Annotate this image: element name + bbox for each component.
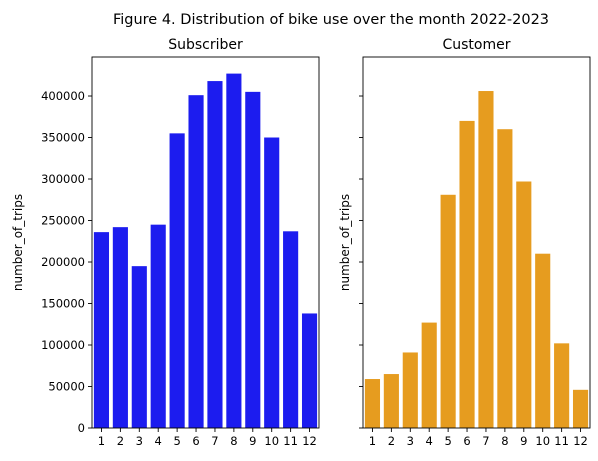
subscriber-bar-7 [207, 81, 223, 428]
customer-xtick-label: 12 [573, 434, 588, 448]
customer-xtick-label: 8 [501, 434, 508, 448]
customer-xtick-label: 6 [463, 434, 470, 448]
customer-bar-8 [497, 129, 513, 428]
customer-xtick-label: 11 [554, 434, 569, 448]
subscriber-xtick-label: 12 [302, 434, 317, 448]
customer-bar-7 [478, 91, 494, 428]
subscriber-bar-1 [93, 232, 110, 428]
customer-title: Customer [442, 37, 510, 53]
subscriber-ytick-label: 200000 [41, 255, 85, 269]
subscriber-ytick-label: 400000 [41, 89, 85, 103]
customer-bar-11 [554, 343, 570, 428]
customer-ylabel: number_of_trips [338, 194, 352, 291]
subscriber-xtick-label: 5 [173, 434, 180, 448]
subscriber-ytick-label: 250000 [41, 214, 85, 228]
customer-xtick-label: 1 [369, 434, 376, 448]
subscriber-bar-11 [283, 231, 299, 428]
customer-xtick-label: 10 [535, 434, 550, 448]
customer-xtick-label: 9 [520, 434, 527, 448]
subscriber-bar-12 [301, 313, 318, 428]
subscriber-xtick-label: 7 [211, 434, 218, 448]
customer-bar-9 [516, 181, 532, 428]
subscriber-xtick-label: 10 [264, 434, 279, 448]
figure-title: Figure 4. Distribution of bike use over … [113, 12, 549, 28]
customer-xtick-label: 3 [407, 434, 414, 448]
subscriber-xtick-label: 2 [117, 434, 124, 448]
subscriber-ytick-label: 350000 [41, 131, 85, 145]
customer-bar-10 [535, 253, 551, 428]
subscriber-bar-9 [245, 91, 261, 429]
subscriber-ytick-label: 150000 [41, 297, 85, 311]
subscriber-ytick-label: 0 [78, 421, 85, 435]
subscriber-xtick-label: 8 [230, 434, 237, 448]
customer-xtick-label: 4 [426, 434, 433, 448]
customer-xtick-label: 2 [388, 434, 395, 448]
subscriber-xtick-label: 3 [136, 434, 143, 448]
subscriber-bar-4 [150, 224, 166, 428]
subscriber-bar-2 [112, 227, 128, 428]
subscriber-xtick-label: 1 [98, 434, 105, 448]
customer-bar-1 [364, 379, 381, 428]
subscriber-xtick-label: 11 [283, 434, 298, 448]
subscriber-ytick-label: 300000 [41, 172, 85, 186]
customer-bar-6 [459, 120, 475, 428]
subscriber-title: Subscriber [168, 37, 243, 53]
subscriber-bar-3 [131, 266, 147, 428]
subscriber-panel: 1 2 3 4 5 6 7 8 9 10 11 120500001000001500002000002… [11, 37, 320, 448]
subscriber-ytick-label: 50000 [48, 380, 85, 394]
subscriber-xtick-label: 9 [249, 434, 256, 448]
subscriber-bar-5 [169, 133, 185, 429]
customer-bar-5 [440, 194, 456, 428]
customer-bar-3 [402, 352, 418, 428]
subscriber-ylabel: number_of_trips [11, 194, 25, 291]
subscriber-xtick-label: 6 [192, 434, 199, 448]
subscriber-xtick-label: 4 [155, 434, 162, 448]
subscriber-axes-frame [91, 56, 320, 429]
subscriber-bar-8 [226, 73, 242, 428]
customer-axes-frame [362, 56, 591, 429]
customer-bar-12 [572, 389, 589, 428]
customer-bar-2 [383, 374, 399, 428]
subscriber-bar-6 [188, 95, 204, 429]
customer-xtick-label: 7 [482, 434, 489, 448]
customer-bar-4 [421, 322, 437, 428]
subscriber-bar-10 [264, 137, 280, 428]
customer-xtick-label: 5 [444, 434, 451, 448]
subscriber-ytick-label: 100000 [41, 338, 85, 352]
